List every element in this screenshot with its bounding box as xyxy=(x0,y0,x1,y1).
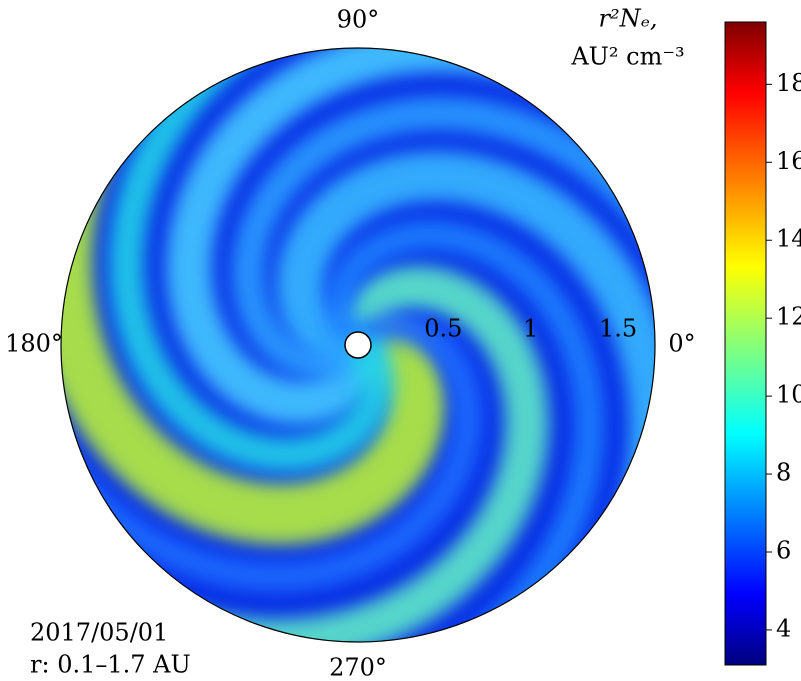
colorbar-tick-label: 16 xyxy=(776,147,801,175)
sun-disk xyxy=(344,331,372,359)
theta-tick-label: 270° xyxy=(329,654,387,681)
density-arm xyxy=(192,220,605,642)
polar-frame xyxy=(60,47,656,643)
density-arm xyxy=(108,48,527,473)
colorbar-tick-label: 12 xyxy=(776,303,801,331)
colorbar-tick-label: 6 xyxy=(776,536,791,564)
theta-tick-label: 180° xyxy=(5,330,63,358)
range-annotation: r: 0.1–1.7 AU xyxy=(30,651,191,679)
colorbar-tick-label: 8 xyxy=(776,459,791,487)
r-tick-label: 1 xyxy=(523,315,538,343)
colorbar-tick-label: 18 xyxy=(776,69,801,97)
colorbar-label: r²Nₑ, xyxy=(598,5,657,33)
theta-tick-label: 0° xyxy=(668,330,695,358)
theta-tick-label: 90° xyxy=(337,6,380,34)
colorbar-label: AU² cm⁻³ xyxy=(570,43,684,71)
date-annotation: 2017/05/01 xyxy=(30,619,168,647)
colorbar-tick-label: 10 xyxy=(776,381,801,409)
colorbar-tick-label: 4 xyxy=(776,614,791,642)
colorbar xyxy=(724,21,767,666)
colorbar-tick-label: 14 xyxy=(776,225,801,253)
r-tick-label: 0.5 xyxy=(424,315,462,343)
density-arm xyxy=(231,96,655,513)
density-arm xyxy=(61,179,483,592)
r-tick-label: 1.5 xyxy=(599,315,637,343)
